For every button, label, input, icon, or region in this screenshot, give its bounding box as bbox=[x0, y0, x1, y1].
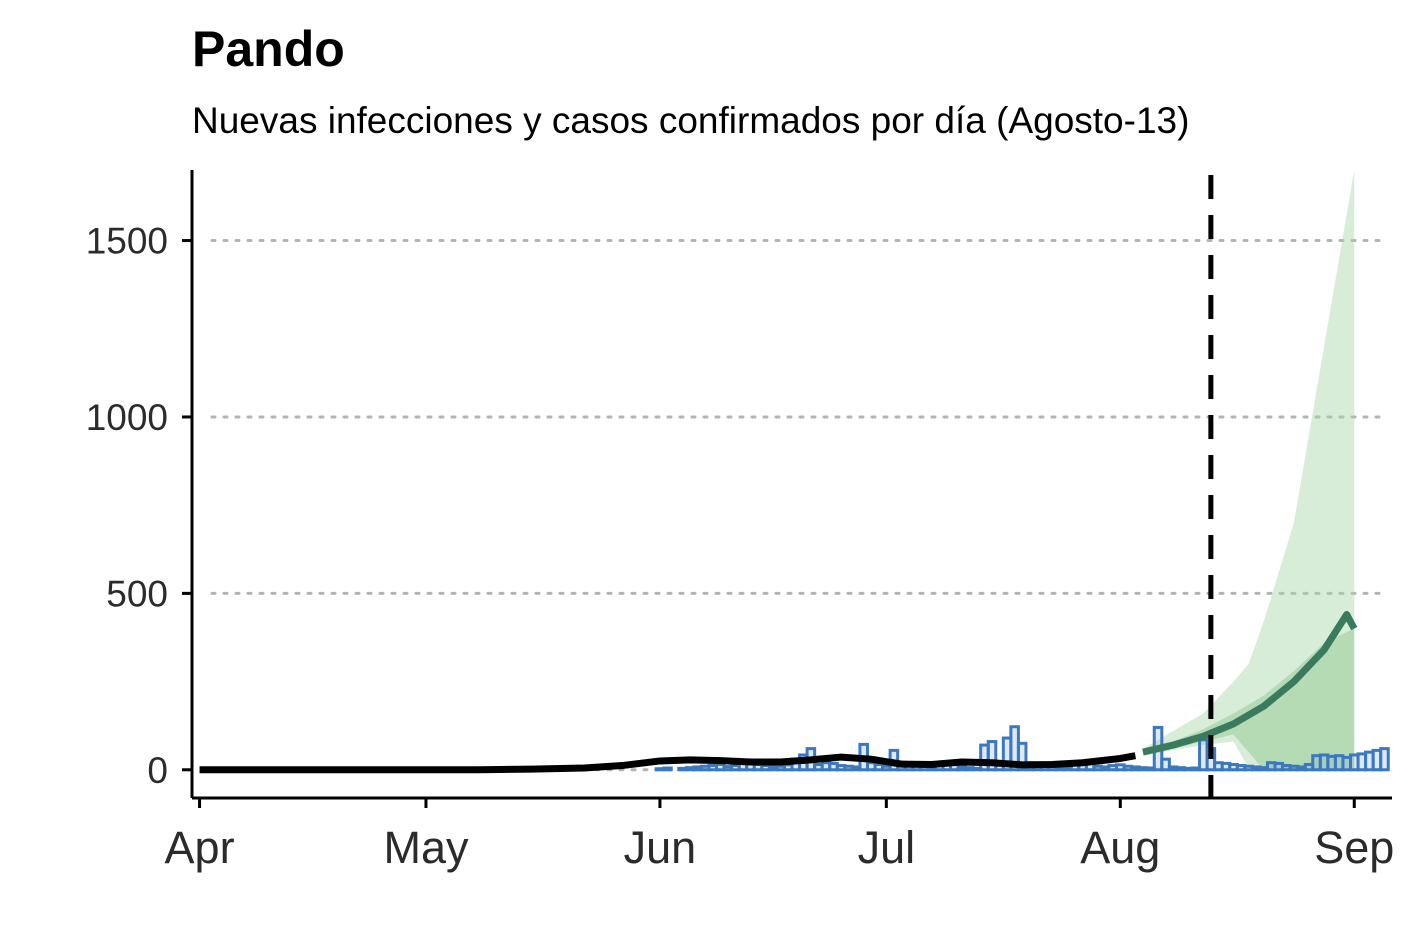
axes bbox=[190, 170, 1392, 800]
confirmed-bar bbox=[986, 740, 998, 772]
confirmed-bar bbox=[662, 766, 673, 772]
projection-bands bbox=[1142, 170, 1355, 770]
projection-band bbox=[1142, 628, 1355, 770]
confirmed-bar bbox=[1379, 747, 1390, 772]
x-tick-label: Sep bbox=[1314, 822, 1394, 873]
x-tick-label: Jul bbox=[858, 822, 916, 873]
x-tick-label: Aug bbox=[1080, 822, 1160, 873]
x-tick-label: May bbox=[383, 822, 469, 873]
series-lines bbox=[199, 611, 1358, 774]
y-axis-ticks: 0 500 1000 1500 bbox=[86, 221, 192, 791]
grid-lines bbox=[210, 239, 1386, 772]
series-line bbox=[1142, 611, 1358, 756]
x-tick-label: Jun bbox=[624, 822, 697, 873]
chart-subtitle: Nuevas infecciones y casos confirmados p… bbox=[192, 100, 1189, 141]
confirmed-bar bbox=[1016, 741, 1028, 772]
confirmed-bar bbox=[1160, 757, 1171, 772]
x-axis-ticks: Apr May Jun Jul Aug Sep bbox=[165, 798, 1394, 873]
y-tick-label: 1000 bbox=[86, 397, 168, 438]
series-line bbox=[199, 752, 1137, 774]
x-tick-label: Apr bbox=[165, 822, 235, 873]
chart-title: Pando bbox=[192, 21, 345, 77]
y-tick-label: 1500 bbox=[86, 221, 168, 262]
y-tick-label: 500 bbox=[106, 573, 168, 614]
projection-band bbox=[1142, 170, 1355, 770]
y-tick-label: 0 bbox=[147, 750, 168, 791]
